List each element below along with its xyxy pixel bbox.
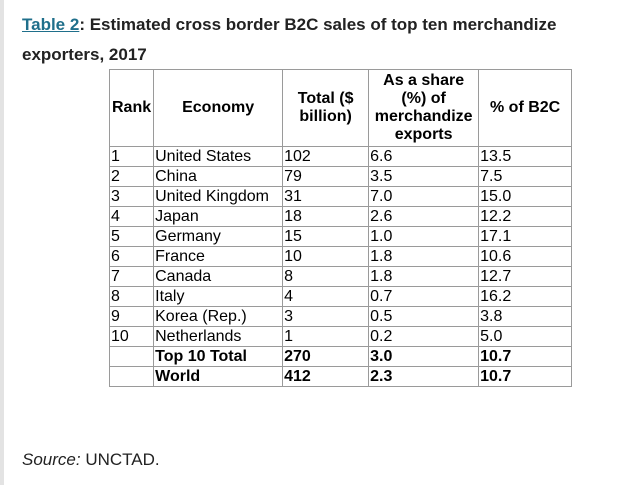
cell-rank: 9 bbox=[108, 306, 155, 327]
table-row: 2 China 79 3.5 7.5 bbox=[108, 166, 573, 187]
cell-economy: Canada bbox=[153, 266, 284, 287]
table-row: 7 Canada 8 1.8 12.7 bbox=[108, 266, 573, 287]
cell-total: 18 bbox=[282, 206, 370, 227]
cell-share: 1.0 bbox=[368, 226, 480, 247]
source-note: Source: UNCTAD. bbox=[22, 449, 160, 471]
table-2-link[interactable]: Table 2 bbox=[22, 15, 80, 34]
cell-share: 1.8 bbox=[368, 266, 480, 287]
cell-share: 1.8 bbox=[368, 246, 480, 267]
cell-b2c: 12.7 bbox=[478, 266, 573, 287]
cell-share: 0.2 bbox=[368, 326, 480, 347]
table-row: 9 Korea (Rep.) 3 0.5 3.8 bbox=[108, 306, 573, 327]
cell-rank: 5 bbox=[108, 226, 155, 247]
cell-b2c: 12.2 bbox=[478, 206, 573, 227]
table-row: 5 Germany 15 1.0 17.1 bbox=[108, 226, 573, 247]
cell-rank bbox=[108, 346, 155, 367]
cell-share: 0.5 bbox=[368, 306, 480, 327]
cell-total: 31 bbox=[282, 186, 370, 207]
cell-share: 3.5 bbox=[368, 166, 480, 187]
cell-economy: France bbox=[153, 246, 284, 267]
cell-total: 10 bbox=[282, 246, 370, 267]
cell-share: 7.0 bbox=[368, 186, 480, 207]
table-row: 1 United States 102 6.6 13.5 bbox=[108, 146, 573, 167]
header-share-label: As a share (%) of merchandize exports bbox=[374, 72, 473, 143]
cell-rank bbox=[108, 366, 155, 387]
table-row: 10 Netherlands 1 0.2 5.0 bbox=[108, 326, 573, 347]
cell-b2c: 10.7 bbox=[478, 346, 573, 367]
header-economy: Economy bbox=[153, 69, 284, 147]
cell-total: 79 bbox=[282, 166, 370, 187]
cell-rank: 7 bbox=[108, 266, 155, 287]
cell-rank: 6 bbox=[108, 246, 155, 267]
cell-economy: United Kingdom bbox=[153, 186, 284, 207]
table-row: 4 Japan 18 2.6 12.2 bbox=[108, 206, 573, 227]
table-row: 3 United Kingdom 31 7.0 15.0 bbox=[108, 186, 573, 207]
header-total: Total ($ billion) bbox=[282, 69, 370, 147]
caption-title: : Estimated cross border B2C sales of to… bbox=[22, 15, 557, 64]
cell-rank: 8 bbox=[108, 286, 155, 307]
cell-share: 2.6 bbox=[368, 206, 480, 227]
cell-total: 8 bbox=[282, 266, 370, 287]
cell-total: 4 bbox=[282, 286, 370, 307]
cell-rank: 4 bbox=[108, 206, 155, 227]
left-margin-rule bbox=[0, 0, 4, 485]
cell-b2c: 16.2 bbox=[478, 286, 573, 307]
table-header-row: Rank Economy Total ($ billion) As a shar… bbox=[108, 69, 573, 147]
cell-total: 15 bbox=[282, 226, 370, 247]
cell-rank: 10 bbox=[108, 326, 155, 347]
cell-b2c: 10.7 bbox=[478, 366, 573, 387]
cell-total: 102 bbox=[282, 146, 370, 167]
cell-total: 1 bbox=[282, 326, 370, 347]
cell-rank: 2 bbox=[108, 166, 155, 187]
cell-economy: Italy bbox=[153, 286, 284, 307]
cell-b2c: 10.6 bbox=[478, 246, 573, 267]
header-share: As a share (%) of merchandize exports bbox=[368, 69, 480, 147]
cell-share: 3.0 bbox=[368, 346, 480, 367]
cell-b2c: 13.5 bbox=[478, 146, 573, 167]
table-row: 8 Italy 4 0.7 16.2 bbox=[108, 286, 573, 307]
header-total-label: Total ($ billion) bbox=[297, 90, 354, 125]
cell-rank: 1 bbox=[108, 146, 155, 167]
cell-economy: United States bbox=[153, 146, 284, 167]
cell-share: 6.6 bbox=[368, 146, 480, 167]
header-b2c: % of B2C bbox=[478, 69, 573, 147]
cell-rank: 3 bbox=[108, 186, 155, 207]
total-row: World 412 2.3 10.7 bbox=[108, 366, 573, 387]
table-caption: Table 2: Estimated cross border B2C sale… bbox=[22, 10, 632, 70]
cell-economy: Top 10 Total bbox=[153, 346, 284, 367]
cell-economy: Korea (Rep.) bbox=[153, 306, 284, 327]
cell-economy: Netherlands bbox=[153, 326, 284, 347]
cell-share: 0.7 bbox=[368, 286, 480, 307]
cell-b2c: 5.0 bbox=[478, 326, 573, 347]
cell-total: 270 bbox=[282, 346, 370, 367]
cell-share: 2.3 bbox=[368, 366, 480, 387]
cell-b2c: 15.0 bbox=[478, 186, 573, 207]
total-row: Top 10 Total 270 3.0 10.7 bbox=[108, 346, 573, 367]
cell-b2c: 17.1 bbox=[478, 226, 573, 247]
cell-b2c: 7.5 bbox=[478, 166, 573, 187]
source-value: UNCTAD. bbox=[80, 450, 160, 469]
header-rank: Rank bbox=[108, 69, 155, 147]
cell-economy: Japan bbox=[153, 206, 284, 227]
cell-total: 3 bbox=[282, 306, 370, 327]
cell-economy: Germany bbox=[153, 226, 284, 247]
b2c-sales-table: Rank Economy Total ($ billion) As a shar… bbox=[108, 69, 573, 387]
cell-economy: World bbox=[153, 366, 284, 387]
source-label: Source: bbox=[22, 450, 81, 469]
cell-b2c: 3.8 bbox=[478, 306, 573, 327]
table-body: 1 United States 102 6.6 13.5 2 China 79 3.5 7.5 3 U… bbox=[108, 146, 573, 387]
cell-economy: China bbox=[153, 166, 284, 187]
cell-total: 412 bbox=[282, 366, 370, 387]
table-row: 6 France 10 1.8 10.6 bbox=[108, 246, 573, 267]
